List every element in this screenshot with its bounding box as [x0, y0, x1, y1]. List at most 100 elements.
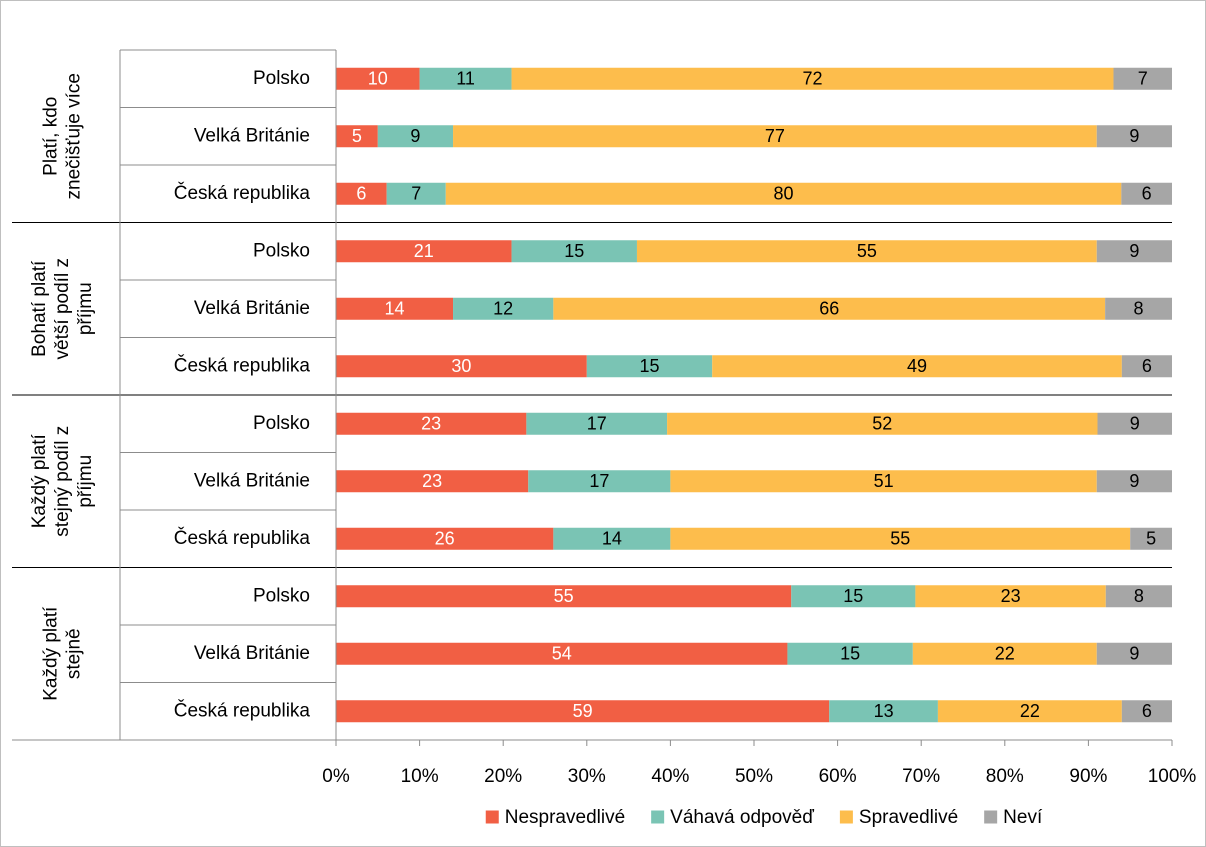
legend-label: Nespravedlivé [505, 807, 625, 828]
bar-segment-hesitant [419, 67, 512, 90]
bar-segment-fair [915, 585, 1106, 608]
bar-segment-dont-know [1096, 240, 1172, 263]
group-label-line: znečišťuje více [64, 73, 85, 199]
bar-segment-fair [667, 412, 1098, 435]
bar-segment-dont-know [1113, 67, 1172, 90]
bar-segment-unfair [336, 125, 378, 148]
bar-segment-unfair [336, 67, 420, 90]
data-label: 55 [890, 529, 910, 549]
legend-label: Spravedlivé [859, 807, 958, 828]
data-label: 23 [421, 414, 441, 434]
legend-swatch [651, 810, 665, 824]
bar-segment-hesitant [586, 355, 713, 378]
bar-segment-dont-know [1096, 470, 1172, 493]
x-tick-label: 100% [1148, 766, 1197, 787]
data-label: 22 [995, 644, 1015, 664]
axes [12, 49, 1172, 746]
data-label: 21 [414, 241, 434, 261]
data-label: 17 [587, 414, 607, 434]
data-label: 7 [411, 184, 421, 204]
data-label: 9 [1129, 126, 1139, 146]
data-label: 15 [843, 586, 863, 606]
data-label: 51 [874, 471, 894, 491]
bar-segment-fair [453, 125, 1097, 148]
data-label: 9 [1130, 414, 1140, 434]
x-tick-label: 30% [568, 766, 606, 787]
bar-segment-hesitant [791, 585, 916, 608]
bars: 10 11 72 75 9 77 96 7 80 621 15 55 914 12 66 830 15 49 623… [336, 67, 1172, 723]
category-labels: Polsko Velká Británie Česká republika Polsk… [174, 68, 311, 722]
group-label-line: větší podíl z [52, 258, 73, 359]
x-tick-label: 40% [651, 766, 689, 787]
data-label: 5 [1146, 529, 1156, 549]
bar-segment-dont-know [1096, 642, 1172, 665]
bar-segment-hesitant [386, 182, 446, 205]
bar-segment-unfair [336, 240, 512, 263]
bar-segment-dont-know [1105, 585, 1172, 608]
bar-segment-hesitant [528, 470, 671, 493]
category-label: Česká republika [174, 699, 311, 721]
bar-segment-unfair [336, 642, 788, 665]
bar-segment-hesitant [787, 642, 913, 665]
data-label: 14 [385, 299, 405, 319]
data-label: 23 [422, 471, 442, 491]
data-label: 66 [819, 299, 839, 319]
x-tick-label: 70% [902, 766, 940, 787]
category-label: Česká republika [174, 527, 311, 549]
bar-segment-fair [511, 67, 1114, 90]
bar-segment-fair [670, 527, 1131, 550]
data-label: 22 [1020, 701, 1040, 721]
data-label: 80 [774, 184, 794, 204]
bar-segment-dont-know [1130, 527, 1172, 550]
x-tick-label: 60% [819, 766, 857, 787]
data-label: 10 [368, 69, 388, 89]
legend-label: Váhavá odpověď [670, 807, 814, 828]
group-label-line: Každý platí [41, 606, 62, 701]
bar-segment-hesitant [377, 125, 454, 148]
data-label: 55 [554, 586, 574, 606]
x-tick-label: 10% [401, 766, 439, 787]
data-label: 8 [1134, 586, 1144, 606]
data-label: 11 [456, 69, 475, 89]
data-label: 26 [435, 529, 455, 549]
group-label-line: stejně [64, 628, 85, 679]
legend-swatch [485, 810, 499, 824]
bar-segment-unfair [336, 700, 830, 723]
data-label: 12 [493, 299, 513, 319]
category-label: Velká Británie [194, 125, 310, 146]
group-label-line: Platí, kdo [41, 97, 62, 176]
bar-segment-dont-know [1105, 297, 1172, 320]
bar-segment-dont-know [1121, 700, 1172, 723]
data-label: 5 [352, 126, 362, 146]
bar-segment-dont-know [1097, 412, 1172, 435]
data-label: 6 [356, 184, 366, 204]
bar-segment-unfair [336, 412, 527, 435]
group-label-line: Každý platí [29, 434, 50, 529]
x-tick-label: 0% [322, 766, 350, 787]
group-label-line: příjmu [75, 282, 96, 335]
data-label: 72 [803, 69, 823, 89]
bar-segment-hesitant [829, 700, 938, 723]
bar-segment-hesitant [553, 527, 671, 550]
group-label: Každý platí stejně [41, 606, 85, 701]
group-label: Každý platí stejný podíl z příjmu [29, 426, 96, 537]
bar-segment-unfair [336, 585, 792, 608]
bar-segment-dont-know [1121, 355, 1172, 378]
bar-segment-fair [937, 700, 1122, 723]
category-label: Velká Británie [194, 643, 310, 664]
data-label: 13 [874, 701, 894, 721]
data-label: 14 [602, 529, 622, 549]
bar-segment-hesitant [453, 297, 554, 320]
bar-segment-hesitant [511, 240, 637, 263]
legend-swatch [984, 810, 998, 824]
bar-segment-unfair [336, 297, 454, 320]
legend: Nespravedlivé Váhavá odpověď Spravedlivé Ne… [485, 807, 1043, 828]
category-label: Česká republika [174, 182, 311, 204]
data-label: 7 [1138, 69, 1148, 89]
data-label: 6 [1142, 356, 1152, 376]
bar-segment-unfair [336, 527, 554, 550]
category-label: Polsko [253, 68, 310, 89]
x-axis-ticks: 0% 10% 20% 30% 40% 50% 60% 70% 80% 90% 100% [322, 740, 1196, 787]
